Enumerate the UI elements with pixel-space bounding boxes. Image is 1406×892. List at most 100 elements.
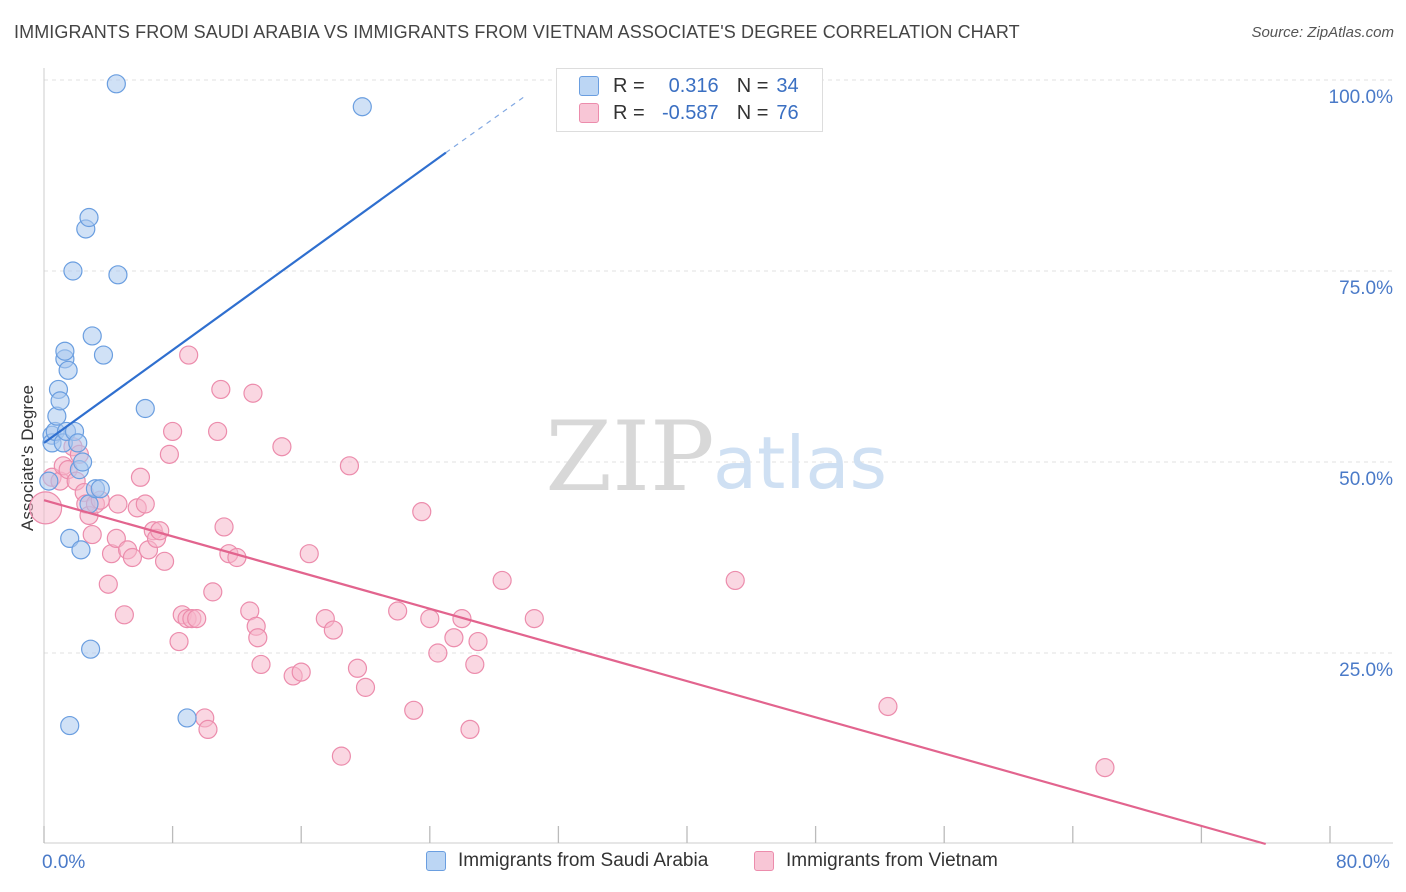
- saudi-point-19: [72, 452, 93, 472]
- vietnam-point-39: [203, 582, 223, 602]
- vietnam-point-48: [248, 628, 268, 648]
- saudi-points: [39, 74, 372, 736]
- saudi-n-label: N =: [736, 74, 769, 97]
- vietnam-point-18: [114, 605, 134, 625]
- saudi-point-0: [39, 471, 59, 491]
- vietnam-point-31: [169, 631, 189, 652]
- vietnam-point-38: [198, 719, 218, 740]
- y-tick-label-75: 75.0%: [1339, 278, 1393, 299]
- vietnam-point-64: [428, 643, 448, 663]
- vietnam-legend-swatch: [754, 851, 774, 871]
- vietnam-point-50: [272, 437, 292, 457]
- vietnam-point-68: [465, 654, 485, 675]
- y-tick-label-25: 25.0%: [1339, 660, 1393, 681]
- vietnam-point-58: [347, 658, 368, 678]
- chart-title: IMMIGRANTS FROM SAUDI ARABIA VS IMMIGRAN…: [14, 22, 1020, 42]
- vietnam-point-71: [524, 609, 544, 629]
- vietnam-point-41: [211, 379, 231, 400]
- vietnam-point-56: [331, 746, 351, 766]
- saudi-point-18: [71, 540, 91, 560]
- saudi-swatch: [579, 76, 599, 96]
- saudi-legend-label: Immigrants from Saudi Arabia: [458, 850, 709, 871]
- vietnam-point-44: [227, 547, 247, 568]
- saudi-point-31: [177, 708, 197, 728]
- vietnam-point-65: [444, 628, 464, 648]
- legend-row-vietnam: R = -0.587 N = 76: [579, 100, 799, 126]
- vietnam-point-73: [878, 696, 898, 717]
- vietnam-point-61: [404, 700, 424, 720]
- legend-row-saudi: R = 0.316 N = 34: [579, 73, 799, 99]
- vietnam-swatch: [579, 103, 599, 123]
- saudi-point-6: [50, 391, 70, 411]
- saudi-point-24: [82, 326, 102, 346]
- vietnam-point-0: [29, 491, 63, 525]
- saudi-point-27: [93, 345, 114, 365]
- saudi-trend-line: [43, 151, 447, 444]
- x-axis-min-label: 0.0%: [42, 852, 86, 873]
- saudi-point-32: [352, 97, 372, 117]
- grid-layer: [44, 79, 1393, 654]
- trend-layer: [43, 94, 1266, 846]
- vietnam-n-label: N =: [736, 101, 769, 124]
- vietnam-point-53: [299, 544, 319, 564]
- vietnam-point-46: [243, 383, 263, 403]
- saudi-point-16: [68, 433, 88, 453]
- vietnam-point-60: [388, 601, 408, 621]
- vietnam-point-55: [323, 620, 343, 640]
- vietnam-point-20: [122, 547, 143, 568]
- saudi-point-14: [63, 261, 83, 281]
- y-tick-label-100: 100.0%: [1329, 87, 1394, 108]
- saudi-legend-swatch: [426, 851, 446, 871]
- vietnam-point-70: [492, 570, 512, 591]
- saudi-point-12: [60, 528, 80, 549]
- vietnam-points: [29, 345, 1115, 778]
- vietnam-legend-label: Immigrants from Vietnam: [786, 850, 998, 871]
- saudi-n-value: 34: [776, 74, 799, 97]
- vietnam-point-17: [108, 494, 128, 514]
- vietnam-point-40: [208, 421, 228, 442]
- saudi-point-28: [106, 74, 126, 94]
- vietnam-trend-line: [43, 499, 1266, 846]
- series-legend: Immigrants from Saudi Arabia Immigrants …: [0, 850, 1406, 878]
- vietnam-point-29: [159, 444, 179, 464]
- saudi-point-13: [60, 715, 80, 736]
- vietnam-point-69: [468, 631, 488, 652]
- saudi-point-26: [90, 479, 110, 499]
- vietnam-point-28: [154, 551, 175, 571]
- vietnam-point-62: [412, 502, 432, 522]
- vietnam-point-74: [1095, 757, 1115, 778]
- vietnam-point-11: [82, 524, 102, 545]
- vietnam-n-value: 76: [776, 101, 799, 124]
- vietnam-point-34: [179, 345, 199, 365]
- stats-legend: R = 0.316 N = 34 R = -0.587 N = 76: [556, 68, 823, 132]
- vietnam-point-23: [135, 494, 155, 514]
- saudi-r-label: R =: [613, 74, 645, 97]
- source-credit: Source: ZipAtlas.com: [1251, 24, 1394, 41]
- saudi-point-9: [55, 341, 75, 361]
- vietnam-point-57: [339, 456, 360, 476]
- vietnam-point-42: [214, 517, 234, 537]
- vietnam-point-59: [355, 677, 376, 697]
- vietnam-point-36: [187, 609, 207, 629]
- vietnam-point-16: [106, 528, 126, 549]
- vietnam-point-67: [460, 719, 480, 740]
- vietnam-point-52: [291, 662, 311, 682]
- vietnam-point-22: [130, 467, 151, 487]
- saudi-point-11: [58, 360, 78, 380]
- x-axis-max-label: 80.0%: [1336, 852, 1390, 873]
- watermark-zip: ZIP: [545, 401, 714, 513]
- saudi-trend-extension: [445, 94, 527, 154]
- vietnam-point-49: [251, 654, 271, 675]
- y-tick-labels: 25.0% 50.0% 75.0% 100.0%: [1329, 87, 1394, 681]
- axis-layer: [43, 68, 1393, 844]
- watermark: ZIP atlas: [545, 401, 887, 513]
- vietnam-point-14: [98, 574, 118, 594]
- y-tick-label-50: 50.0%: [1339, 469, 1393, 490]
- vietnam-point-30: [163, 421, 183, 442]
- vietnam-r-value: -0.587: [661, 101, 719, 124]
- legend-item-saudi[interactable]: Immigrants from Saudi Arabia: [426, 850, 708, 872]
- saudi-point-30: [135, 398, 155, 419]
- vietnam-r-label: R =: [613, 101, 645, 124]
- legend-item-vietnam[interactable]: Immigrants from Vietnam: [754, 850, 998, 872]
